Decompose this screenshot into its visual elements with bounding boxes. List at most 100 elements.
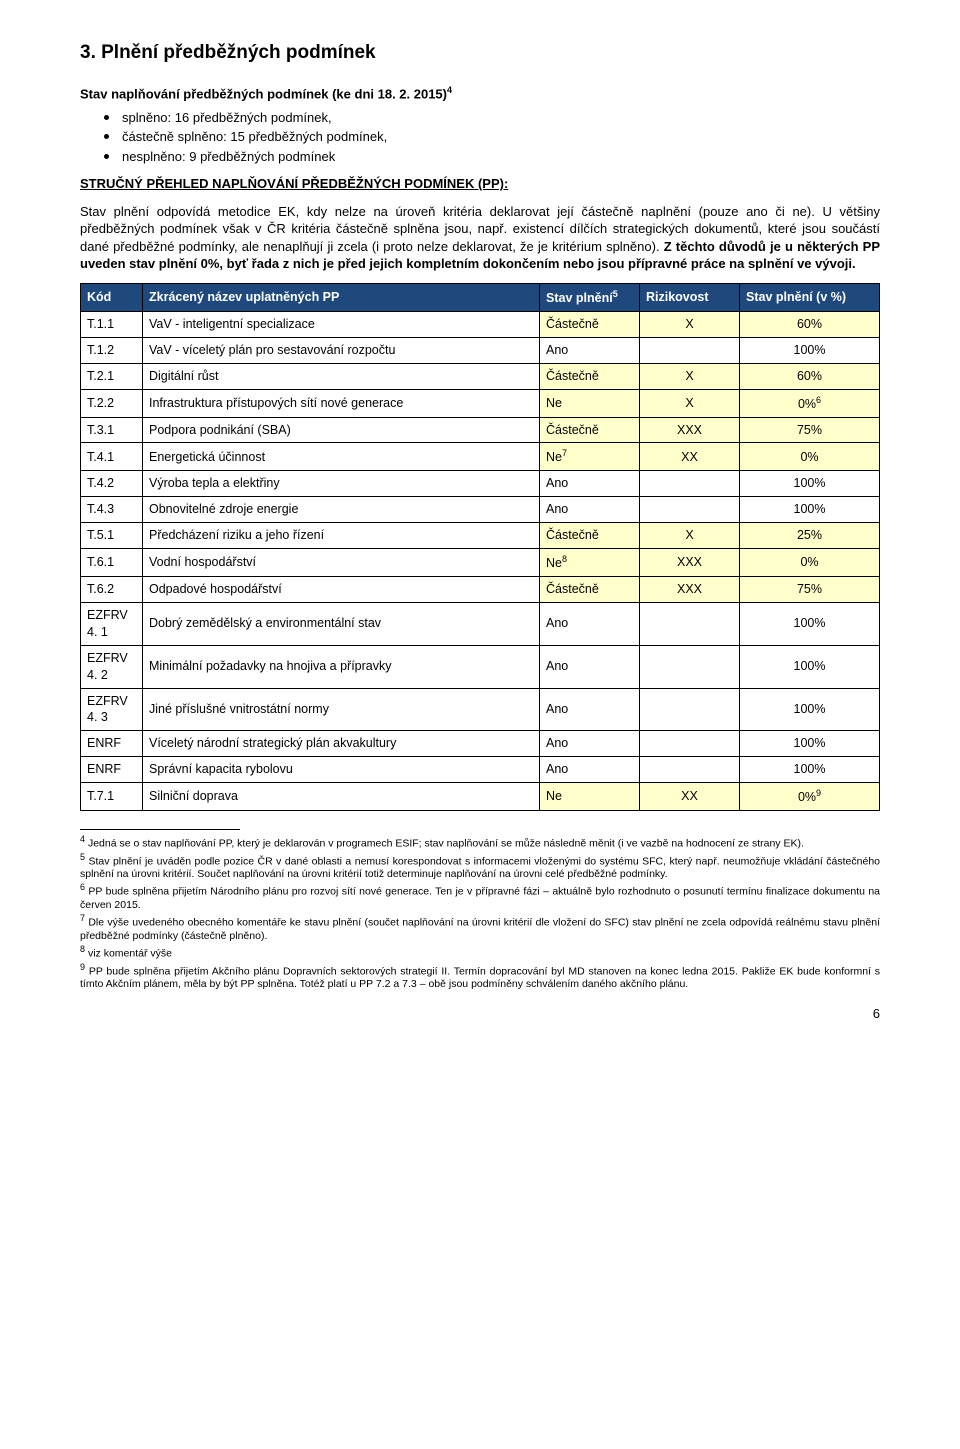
- cell-pct: 25%: [740, 523, 880, 549]
- table-row: T.2.1Digitální růstČástečněX60%: [81, 363, 880, 389]
- cell-status: Ano: [540, 337, 640, 363]
- cell-code: T.1.2: [81, 337, 143, 363]
- footnote-4-text: Jedná se o stav naplňování PP, který je …: [88, 838, 804, 850]
- cell-name: Víceletý národní strategický plán akvaku…: [143, 731, 540, 757]
- cell-name: Silniční doprava: [143, 783, 540, 811]
- table-row: T.4.3Obnovitelné zdroje energieAno100%: [81, 497, 880, 523]
- cell-pct: 0%: [740, 443, 880, 471]
- table-row: T.3.1Podpora podnikání (SBA)ČástečněXXX7…: [81, 417, 880, 443]
- cell-code: T.1.1: [81, 311, 143, 337]
- table-row: EZFRV 4. 3Jiné příslušné vnitrostátní no…: [81, 688, 880, 731]
- cell-code: T.4.3: [81, 497, 143, 523]
- cell-risk: [640, 688, 740, 731]
- table-row: EZFRV 4. 1Dobrý zemědělský a environment…: [81, 603, 880, 646]
- table-row: EZFRV 4. 2Minimální požadavky na hnojiva…: [81, 645, 880, 688]
- footnote-7-text: Dle výše uvedeného obecného komentáře ke…: [80, 917, 880, 942]
- cell-risk: XXX: [640, 417, 740, 443]
- cell-status: Ne8: [540, 549, 640, 577]
- cell-name: Vodní hospodářství: [143, 549, 540, 577]
- cell-status: Částečně: [540, 311, 640, 337]
- cell-name: Infrastruktura přístupových sítí nové ge…: [143, 389, 540, 417]
- cell-pct: 0%6: [740, 389, 880, 417]
- cell-risk: [640, 757, 740, 783]
- cell-pct: 100%: [740, 688, 880, 731]
- cell-status: Ano: [540, 731, 640, 757]
- cell-code: EZFRV 4. 1: [81, 603, 143, 646]
- table-row: T.6.1Vodní hospodářstvíNe8XXX0%: [81, 549, 880, 577]
- footnote-4: 4 Jedná se o stav naplňování PP, který j…: [80, 834, 880, 851]
- cell-name: Minimální požadavky na hnojiva a příprav…: [143, 645, 540, 688]
- footnote-8: 8 viz komentář výše: [80, 944, 880, 961]
- cell-code: EZFRV 4. 2: [81, 645, 143, 688]
- subheading: Stav naplňování předběžných podmínek (ke…: [80, 84, 880, 103]
- bullet-list: splněno: 16 předběžných podmínek, částeč…: [80, 109, 880, 166]
- cell-status: Ano: [540, 757, 640, 783]
- cell-name: Energetická účinnost: [143, 443, 540, 471]
- cell-pct: 75%: [740, 417, 880, 443]
- table-row: T.6.2Odpadové hospodářstvíČástečněXXX75%: [81, 577, 880, 603]
- cell-code: T.3.1: [81, 417, 143, 443]
- cell-status: Ano: [540, 645, 640, 688]
- th-risk: Rizikovost: [640, 283, 740, 311]
- cell-code: T.4.2: [81, 471, 143, 497]
- cell-risk: [640, 471, 740, 497]
- footnote-5-text: Stav plnění je uváděn podle pozice ČR v …: [80, 855, 880, 880]
- table-header-row: Kód Zkrácený název uplatněných PP Stav p…: [81, 283, 880, 311]
- cell-name: Dobrý zemědělský a environmentální stav: [143, 603, 540, 646]
- cell-status: Ne7: [540, 443, 640, 471]
- table-row: T.5.1Předcházení riziku a jeho řízeníČás…: [81, 523, 880, 549]
- cell-status: Částečně: [540, 417, 640, 443]
- cell-code: T.6.1: [81, 549, 143, 577]
- cell-risk: XX: [640, 443, 740, 471]
- cell-pct: 100%: [740, 471, 880, 497]
- cell-risk: X: [640, 363, 740, 389]
- overview-title: STRUČNÝ PŘEHLED NAPLŇOVÁNÍ PŘEDBĚŽNÝCH P…: [80, 175, 880, 193]
- cell-status: Ne: [540, 783, 640, 811]
- th-code: Kód: [81, 283, 143, 311]
- th-status-text: Stav plnění: [546, 291, 613, 305]
- cell-code: T.5.1: [81, 523, 143, 549]
- table-row: ENRFVíceletý národní strategický plán ak…: [81, 731, 880, 757]
- cell-name: Správní kapacita rybolovu: [143, 757, 540, 783]
- cell-name: Odpadové hospodářství: [143, 577, 540, 603]
- cell-code: EZFRV 4. 3: [81, 688, 143, 731]
- cell-status: Částečně: [540, 577, 640, 603]
- cell-risk: [640, 603, 740, 646]
- cell-name: Jiné příslušné vnitrostátní normy: [143, 688, 540, 731]
- bullet-item: částečně splněno: 15 předběžných podmíne…: [104, 128, 880, 146]
- table-row: ENRFSprávní kapacita rybolovuAno100%: [81, 757, 880, 783]
- table-body: T.1.1VaV - inteligentní specializaceČást…: [81, 311, 880, 810]
- cell-code: ENRF: [81, 757, 143, 783]
- cell-code: T.2.2: [81, 389, 143, 417]
- cell-status: Ano: [540, 603, 640, 646]
- th-pct: Stav plnění (v %): [740, 283, 880, 311]
- cell-risk: X: [640, 523, 740, 549]
- cell-code: ENRF: [81, 731, 143, 757]
- footnote-7: 7 Dle výše uvedeného obecného komentáře …: [80, 913, 880, 943]
- cell-risk: XXX: [640, 577, 740, 603]
- table-row: T.4.1Energetická účinnostNe7XX0%: [81, 443, 880, 471]
- cell-pct: 60%: [740, 311, 880, 337]
- cell-pct: 100%: [740, 603, 880, 646]
- footnote-5: 5 Stav plnění je uváděn podle pozice ČR …: [80, 852, 880, 882]
- table-row: T.7.1Silniční dopravaNeXX0%9: [81, 783, 880, 811]
- cell-name: Podpora podnikání (SBA): [143, 417, 540, 443]
- table-row: T.1.1VaV - inteligentní specializaceČást…: [81, 311, 880, 337]
- cell-code: T.4.1: [81, 443, 143, 471]
- cell-risk: [640, 337, 740, 363]
- cell-risk: [640, 731, 740, 757]
- cell-status: Ano: [540, 471, 640, 497]
- bullet-item: splněno: 16 předběžných podmínek,: [104, 109, 880, 127]
- section-heading: 3. Plnění předběžných podmínek: [80, 40, 880, 66]
- cell-code: T.2.1: [81, 363, 143, 389]
- footnote-rule: [80, 829, 240, 830]
- cell-pct: 100%: [740, 645, 880, 688]
- cell-pct: 0%9: [740, 783, 880, 811]
- subheading-sup: 4: [447, 85, 452, 95]
- cell-pct: 75%: [740, 577, 880, 603]
- cell-risk: [640, 497, 740, 523]
- footnote-9-text: PP bude splněna přijetím Akčního plánu D…: [80, 965, 880, 990]
- cell-risk: X: [640, 311, 740, 337]
- cell-pct: 60%: [740, 363, 880, 389]
- th-name: Zkrácený název uplatněných PP: [143, 283, 540, 311]
